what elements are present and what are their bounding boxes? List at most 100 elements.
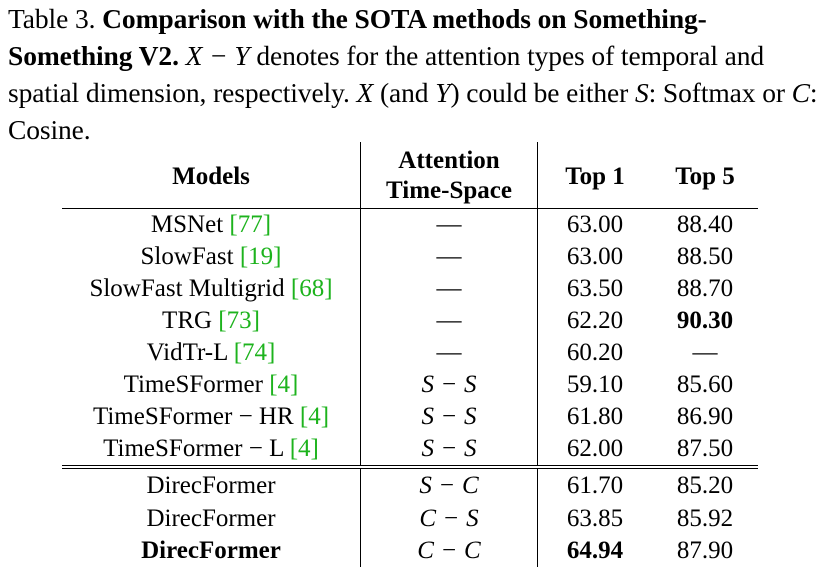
attention-cell: S − S <box>360 369 538 401</box>
citation-link[interactable]: [4] <box>289 435 319 462</box>
citation-link[interactable]: [74] <box>233 339 276 366</box>
citation-link[interactable]: [73] <box>218 307 260 334</box>
header-attention: Attention Time-Space <box>360 142 538 209</box>
attention-cell: — <box>360 305 538 337</box>
attention-space: S <box>464 371 477 398</box>
top5-cell: 85.20 <box>652 465 758 503</box>
attention-cell: — <box>360 273 538 305</box>
header-top1: Top 1 <box>565 162 625 190</box>
caption-text-3: ) could be either <box>450 77 635 108</box>
table-header-row: Models Attention Time-Space Top 1 Top 5 <box>62 142 758 209</box>
top5-cell: 86.90 <box>676 403 734 430</box>
top5-cell: 87.50 <box>676 435 734 462</box>
citation-link[interactable]: [4] <box>269 371 299 398</box>
caption-label: Table 3. <box>8 3 96 34</box>
attention-time: S <box>421 435 434 462</box>
attention-cell: — <box>360 241 538 273</box>
caption-text-2: (and <box>373 77 436 108</box>
header-top5: Top 5 <box>675 162 735 190</box>
caption-math-y: Y <box>435 77 451 108</box>
top5-cell: 88.40 <box>652 208 758 241</box>
model-cell: TimeSFormer [4] <box>62 369 361 401</box>
table-row: TimeSFormer − L [4] S − S 62.00 87.50 <box>62 433 758 467</box>
top1-cell: 62.20 <box>566 307 624 334</box>
caption-math-c: C <box>791 77 810 108</box>
attention-cell: S − C <box>360 465 538 503</box>
attention-minus: − <box>441 403 457 430</box>
attention-space: S <box>464 403 477 430</box>
header-attention-line2: Time-Space <box>386 177 512 204</box>
attention-time: S <box>421 371 434 398</box>
attention-minus: − <box>439 472 454 499</box>
citation-link[interactable]: [4] <box>299 403 330 430</box>
attention-cell: C − C <box>360 535 538 567</box>
model-name: TimeSFormer − L <box>103 435 284 462</box>
model-name: TRG <box>162 307 213 334</box>
attention-minus: − <box>441 537 457 564</box>
table-row: SlowFast Multigrid [68] — 63.50 88.70 <box>62 273 758 305</box>
attention-time: C <box>419 505 437 532</box>
attention-minus: − <box>441 371 457 398</box>
table-row: TRG [73] — 62.20 90.30 <box>62 305 758 337</box>
top5-cell: 85.92 <box>676 505 734 532</box>
header-models: Models <box>62 142 361 209</box>
citation-link[interactable]: [68] <box>290 275 333 302</box>
top5-cell-best: 90.30 <box>676 307 734 334</box>
attention-cell: C − S <box>360 503 538 535</box>
top1-cell: 62.00 <box>566 435 624 462</box>
table-caption: Table 3. Comparison with the SOTA method… <box>8 0 830 148</box>
table-row: DirecFormer C − S 63.85 85.92 <box>62 503 758 535</box>
attention-cell: S − S <box>360 401 538 433</box>
attention-space: S <box>466 505 479 532</box>
citation-link[interactable]: [77] <box>229 211 272 238</box>
caption-math-xy: X − Y <box>185 40 250 71</box>
attention-space: C <box>461 472 479 499</box>
top1-cell: 59.10 <box>566 371 624 398</box>
caption-math-s: S <box>634 77 649 108</box>
model-cell: MSNet [77] <box>62 208 361 241</box>
top1-cell: 63.50 <box>566 275 624 302</box>
caption-text-5: : Cosine. <box>8 77 818 145</box>
model-name: VidTr-L <box>146 339 228 366</box>
top1-cell-best: 64.94 <box>566 537 624 564</box>
table-row: DirecFormer C − C 64.94 87.90 <box>62 535 758 567</box>
top5-cell: 88.70 <box>676 275 734 302</box>
table-row: TimeSFormer − HR [4] S − S 61.80 86.90 <box>62 401 758 433</box>
top1-cell: 61.80 <box>566 403 624 430</box>
model-name: TimeSFormer − HR <box>92 403 294 430</box>
citation-link[interactable]: [19] <box>239 243 282 270</box>
model-cell: DirecFormer <box>62 503 361 535</box>
attention-minus: − <box>441 435 457 462</box>
top1-cell: 61.70 <box>537 465 652 503</box>
table-row: MSNet [77] — 63.00 88.40 <box>62 208 758 241</box>
model-cell: VidTr-L [74] <box>62 337 361 369</box>
model-name: SlowFast Multigrid <box>89 275 285 302</box>
caption-math-x: X <box>356 77 374 108</box>
attention-space: C <box>464 537 481 564</box>
top5-cell: 87.90 <box>676 537 734 564</box>
top5-cell: 85.60 <box>676 371 734 398</box>
attention-cell: — <box>360 337 538 369</box>
top1-cell: 63.00 <box>537 208 652 241</box>
model-name: TimeSFormer <box>123 371 263 398</box>
model-cell: TRG [73] <box>62 305 361 337</box>
attention-time: C <box>417 537 434 564</box>
attention-space: S <box>464 435 477 462</box>
table-row: SlowFast [19] — 63.00 88.50 <box>62 241 758 273</box>
attention-cell: S − S <box>360 433 538 467</box>
attention-minus: − <box>444 505 459 532</box>
model-cell: DirecFormer <box>62 465 361 503</box>
top5-cell: 88.50 <box>676 243 734 270</box>
top1-cell: 63.85 <box>566 505 624 532</box>
caption-title: Comparison with the SOTA methods on Some… <box>8 3 707 71</box>
top1-cell: 63.00 <box>566 243 624 270</box>
attention-cell: — <box>360 208 538 241</box>
header-attention-line1: Attention <box>398 147 500 174</box>
model-cell: SlowFast [19] <box>62 241 361 273</box>
table-row: VidTr-L [74] — 60.20 — <box>62 337 758 369</box>
model-cell: TimeSFormer − HR [4] <box>62 401 361 433</box>
caption-text-1: denotes for the attention types of tempo… <box>8 40 765 108</box>
model-name: MSNet <box>150 211 224 238</box>
table-row: DirecFormer S − C 61.70 85.20 <box>62 465 758 503</box>
model-cell: SlowFast Multigrid [68] <box>62 273 361 305</box>
